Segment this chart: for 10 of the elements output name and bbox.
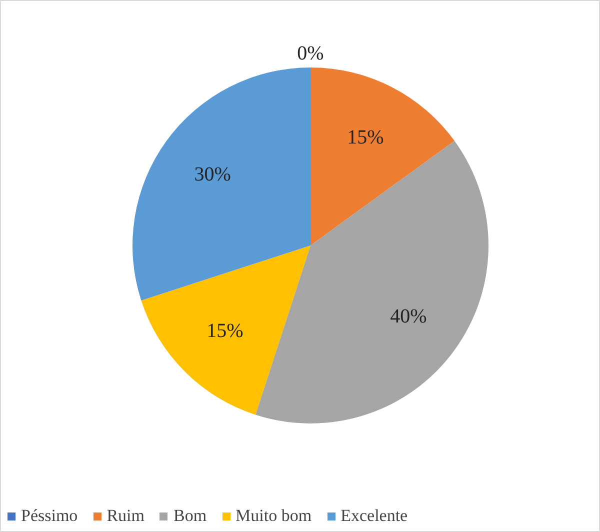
legend-label: Ruim (106, 506, 144, 526)
legend-label: Bom (173, 506, 207, 526)
data-label: 15% (206, 320, 244, 342)
legend-label: Excelente (340, 506, 408, 526)
text: 0% (297, 42, 324, 64)
legend-label: Muito bom (236, 506, 312, 526)
data-label: 30% (194, 163, 231, 186)
data-label: 15% (347, 126, 384, 149)
data-label: 40% (390, 306, 427, 328)
legend-label: Péssimo (21, 506, 78, 526)
